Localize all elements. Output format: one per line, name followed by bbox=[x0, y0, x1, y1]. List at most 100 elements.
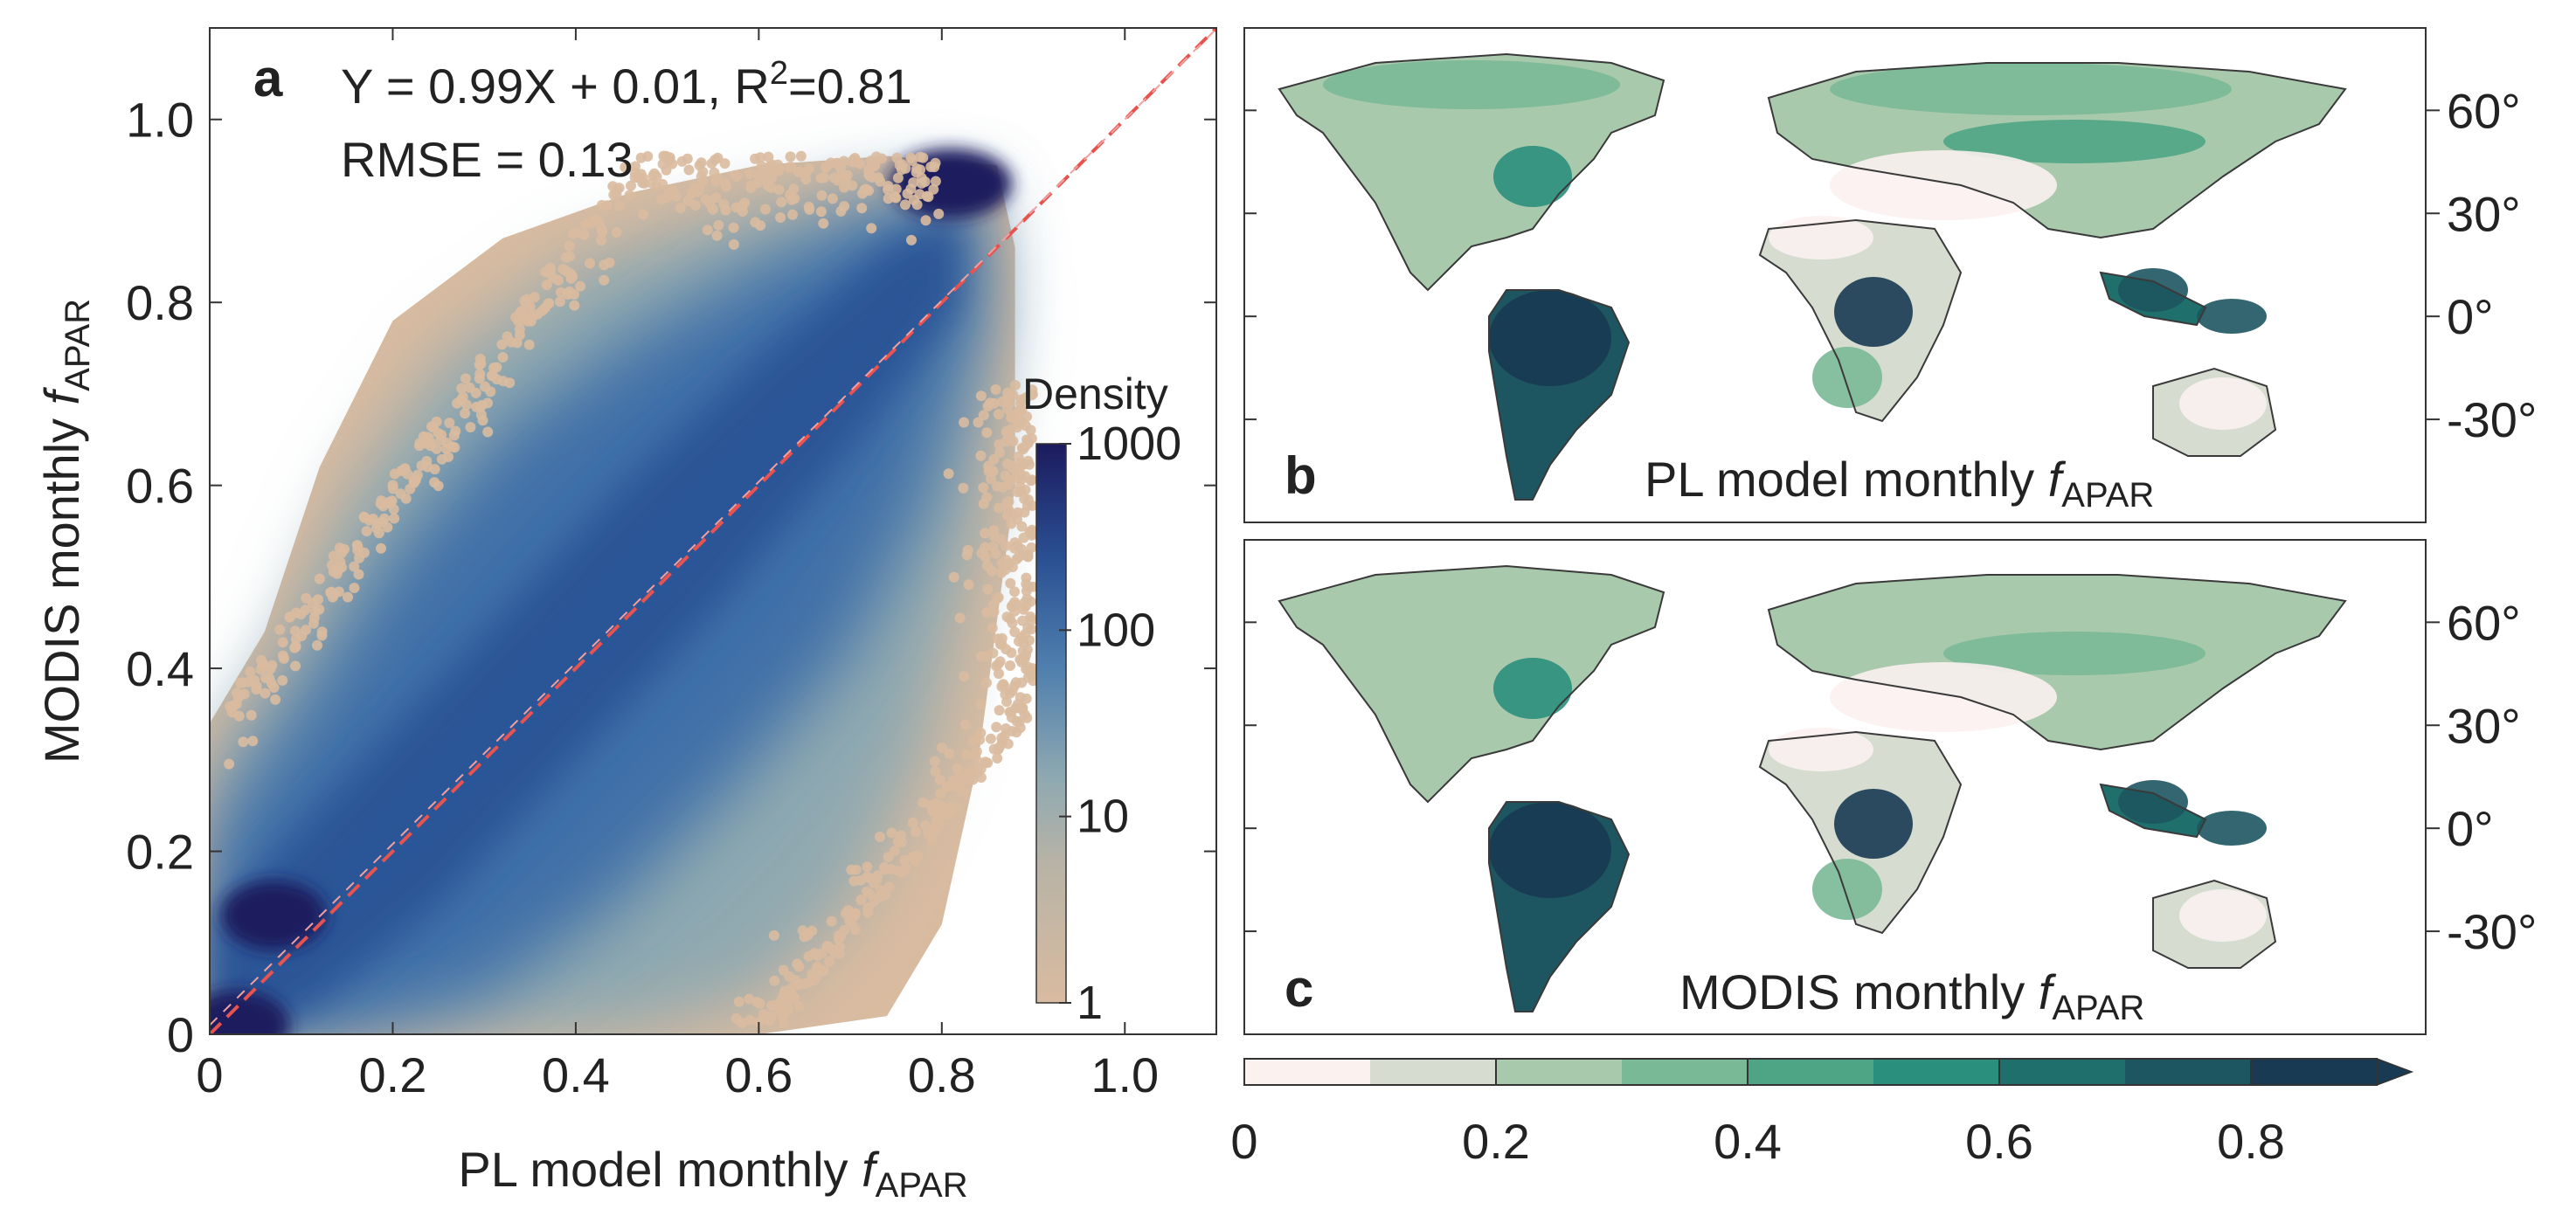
scatter-point bbox=[585, 258, 595, 269]
scatter-point bbox=[1004, 432, 1015, 444]
scatter-point bbox=[890, 183, 902, 195]
scatter-point bbox=[935, 788, 946, 799]
scatter-point bbox=[827, 193, 838, 204]
scatter-point bbox=[993, 591, 1004, 603]
scatter-point bbox=[981, 677, 992, 688]
scatter-point bbox=[460, 373, 471, 384]
scatter-point bbox=[620, 162, 631, 173]
scatter-point bbox=[856, 203, 868, 214]
scatter-point bbox=[1026, 624, 1037, 635]
colorbar-bin bbox=[1873, 1059, 1999, 1085]
scatter-point bbox=[601, 200, 613, 211]
scatter-point bbox=[892, 172, 904, 183]
scatter-point bbox=[890, 192, 902, 204]
scatter-point bbox=[635, 152, 647, 163]
scatter-point bbox=[916, 177, 927, 189]
coastline bbox=[2099, 783, 2207, 839]
scatter-point bbox=[343, 591, 353, 603]
scatter-point bbox=[523, 339, 535, 350]
scatter-point bbox=[883, 881, 895, 893]
scatter-point bbox=[270, 694, 281, 705]
scatter-point bbox=[555, 287, 566, 298]
scatter-point bbox=[981, 427, 993, 439]
scatter-point bbox=[981, 492, 993, 503]
scatter-point bbox=[308, 618, 319, 629]
scatter-point bbox=[737, 1018, 748, 1028]
scatter-point bbox=[894, 160, 905, 170]
scatter-point bbox=[523, 315, 534, 327]
scatter-point bbox=[834, 948, 845, 959]
scatter-point bbox=[907, 817, 918, 828]
scatter-point bbox=[664, 187, 675, 198]
coastline bbox=[1488, 289, 1631, 501]
scatter-point bbox=[1022, 665, 1034, 676]
scatter-point bbox=[847, 180, 858, 191]
scatter-point bbox=[1005, 577, 1016, 589]
fapar-patch bbox=[2179, 889, 2267, 942]
scatter-point bbox=[624, 190, 635, 201]
scatter-point bbox=[702, 225, 713, 236]
lat-tick-label: 0° bbox=[2447, 801, 2494, 856]
scatter-point bbox=[994, 705, 1005, 716]
scatter-point bbox=[975, 450, 987, 461]
scatter-point bbox=[629, 172, 641, 183]
density-cloud bbox=[210, 149, 1015, 1034]
scatter-point bbox=[862, 908, 874, 918]
scatter-point bbox=[779, 985, 790, 997]
x-tick-label: 0.4 bbox=[542, 1047, 610, 1102]
continent-north-america bbox=[1279, 566, 1664, 802]
colorbar-tick-label: 0.6 bbox=[1965, 1114, 2033, 1169]
latitude-ticks: 60° 30° 0° -30° bbox=[1244, 83, 2537, 447]
scatter-point bbox=[994, 502, 1005, 514]
scatter-point bbox=[267, 660, 278, 671]
scatter-point bbox=[414, 438, 426, 448]
scatter-point bbox=[1008, 462, 1019, 473]
scatter-point bbox=[1012, 487, 1023, 498]
scatter-point bbox=[763, 151, 774, 162]
scatter-point bbox=[982, 757, 994, 769]
scatter-point bbox=[773, 999, 785, 1011]
scatter-point bbox=[429, 477, 440, 488]
scatter-point bbox=[274, 624, 286, 635]
scatter-point bbox=[224, 758, 235, 770]
scatter-point bbox=[883, 852, 894, 862]
scatter-point bbox=[364, 515, 375, 526]
scatter-point bbox=[1001, 404, 1013, 415]
scatter-point bbox=[848, 154, 859, 165]
scatter-point bbox=[1001, 723, 1012, 734]
scatter-point bbox=[1005, 613, 1015, 625]
map-border bbox=[1243, 27, 2427, 523]
scatter-point bbox=[1009, 537, 1021, 549]
scatter-point bbox=[786, 194, 798, 205]
scatter-point bbox=[441, 437, 453, 448]
scatter-point bbox=[1020, 440, 1031, 452]
fapar-patch bbox=[1830, 575, 2232, 627]
density-layer-core bbox=[210, 211, 960, 1034]
scatter-point bbox=[1005, 707, 1016, 718]
scatter-point bbox=[909, 195, 919, 205]
scatter-point bbox=[667, 158, 678, 169]
scatter-point bbox=[959, 671, 970, 682]
scatter-point bbox=[352, 541, 364, 552]
density-hotspot bbox=[210, 990, 290, 1034]
scatter-point bbox=[596, 224, 607, 235]
fapar-patch bbox=[1489, 802, 1611, 898]
scatter-point bbox=[444, 418, 455, 429]
scatter-point bbox=[309, 606, 321, 617]
scatter-point bbox=[790, 974, 801, 985]
density-colorbar: Density 1 10 100 1000 bbox=[1022, 370, 1181, 1029]
scatter-point bbox=[807, 925, 818, 936]
scatter-point bbox=[752, 177, 763, 189]
scatter-point bbox=[975, 390, 987, 402]
scatter-point bbox=[886, 827, 897, 839]
scatter-point bbox=[1022, 581, 1034, 592]
fapar-patch bbox=[1493, 658, 1572, 719]
scatter-point bbox=[778, 964, 789, 976]
scatter-point bbox=[564, 240, 575, 252]
scatter-point bbox=[799, 931, 810, 943]
scatter-point bbox=[1021, 600, 1032, 611]
scatter-point bbox=[815, 172, 827, 183]
scatter-point bbox=[719, 158, 731, 169]
scatter-point bbox=[316, 630, 328, 641]
